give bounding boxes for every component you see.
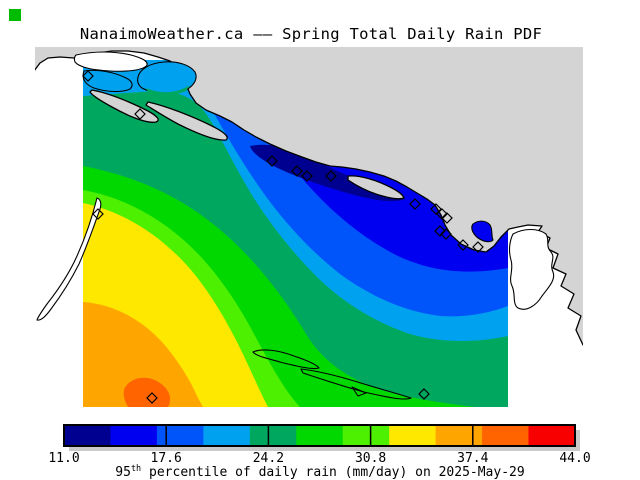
station-diamond-marker <box>92 208 104 220</box>
station-diamond-marker <box>134 108 146 120</box>
mainland-landmass <box>35 47 583 346</box>
colorbar-segment <box>64 425 112 446</box>
colorbar-segment <box>528 425 576 446</box>
colorbar-caption: 95th percentile of daily rain (mm/day) o… <box>115 464 524 480</box>
coast-squiggle-fork <box>351 386 367 397</box>
caption-rest: percentile of daily rain (mm/day) on 202… <box>141 465 525 480</box>
colorbar-tick-label: 24.2 <box>253 451 284 466</box>
colorbar-ticks <box>165 425 474 446</box>
station-diamond-marker <box>430 203 442 215</box>
colorbar-segment <box>156 425 204 446</box>
station-diamond-marker <box>266 155 278 167</box>
caption-base: 95 <box>115 465 131 480</box>
coast-squiggle-east <box>300 368 412 400</box>
caption-superscript: th <box>131 464 141 474</box>
station-diamond-marker <box>441 212 453 224</box>
colorbar-segments <box>64 425 576 446</box>
station-diamond-marker <box>418 388 430 400</box>
station-diamond-marker <box>434 225 446 237</box>
colorbar-tick-labels: 11.0 17.6 24.2 30.8 37.4 44.0 <box>48 451 590 466</box>
island-outline-east <box>508 228 555 310</box>
inlet-west <box>82 69 133 93</box>
colorbar-segment <box>342 425 390 446</box>
colorbar-segment <box>482 425 530 446</box>
station-diamond-marker <box>409 198 421 210</box>
chart-title: NanaimoWeather.ca —— Spring Total Daily … <box>80 25 542 43</box>
colorbar-segment <box>435 425 483 446</box>
land-layer <box>35 47 583 346</box>
station-diamond-marker <box>146 392 158 404</box>
green-square-marker <box>9 9 21 21</box>
station-diamond-marker <box>457 239 469 251</box>
colorbar-segment <box>203 425 251 446</box>
band-35-38 <box>83 302 203 407</box>
colorbar-segment <box>389 425 437 446</box>
peninsula-finger-b <box>145 101 228 141</box>
coastal-spit <box>347 175 405 200</box>
colorbar-segment <box>110 425 158 446</box>
station-markers <box>82 70 484 404</box>
station-diamond-marker <box>301 170 313 182</box>
colorbar-segment <box>296 425 344 446</box>
inlet-lake-east <box>137 61 197 94</box>
colorbar-border <box>63 424 576 447</box>
colorbar-segment <box>249 425 297 446</box>
peninsula-finger-a <box>89 89 159 123</box>
colorbar-tick-label: 30.8 <box>355 451 386 466</box>
colorbar-tick-label: 11.0 <box>48 451 79 466</box>
station-diamond-marker <box>325 170 337 182</box>
coast-squiggle-west <box>252 349 320 370</box>
colorbar: 11.0 17.6 24.2 30.8 37.4 44.0 <box>48 424 591 466</box>
inlet-sechelt <box>471 220 494 243</box>
station-diamond-marker <box>472 241 484 253</box>
colorbar-tick-label: 37.4 <box>457 451 488 466</box>
station-diamond-marker <box>291 165 303 177</box>
colorbar-tick-label: 44.0 <box>559 451 590 466</box>
station-diamond-marker <box>436 208 448 220</box>
station-diamond-marker <box>82 70 94 82</box>
inlet-lake-east-green-edge <box>146 85 190 96</box>
coast-strip-southwest <box>36 197 102 321</box>
lake-white-notch <box>73 51 148 72</box>
colorbar-tick-label: 17.6 <box>151 451 182 466</box>
band-38-41 <box>123 377 170 407</box>
station-diamond-marker <box>440 228 452 240</box>
